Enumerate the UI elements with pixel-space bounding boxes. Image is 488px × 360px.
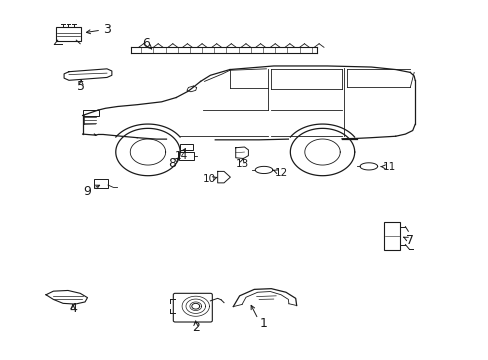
Text: 11: 11: [383, 162, 396, 172]
Text: 1: 1: [260, 317, 267, 330]
Text: 4: 4: [69, 302, 77, 315]
Text: 10: 10: [203, 174, 216, 184]
Text: 5: 5: [77, 80, 85, 93]
Text: 2: 2: [191, 321, 199, 334]
Text: 9: 9: [83, 185, 91, 198]
Text: 3: 3: [103, 23, 111, 36]
Text: 6: 6: [142, 37, 150, 50]
Text: 14: 14: [174, 150, 187, 161]
Text: 12: 12: [274, 168, 287, 178]
Text: 7: 7: [406, 234, 413, 247]
Text: 13: 13: [235, 159, 248, 169]
Text: 8: 8: [168, 157, 176, 170]
